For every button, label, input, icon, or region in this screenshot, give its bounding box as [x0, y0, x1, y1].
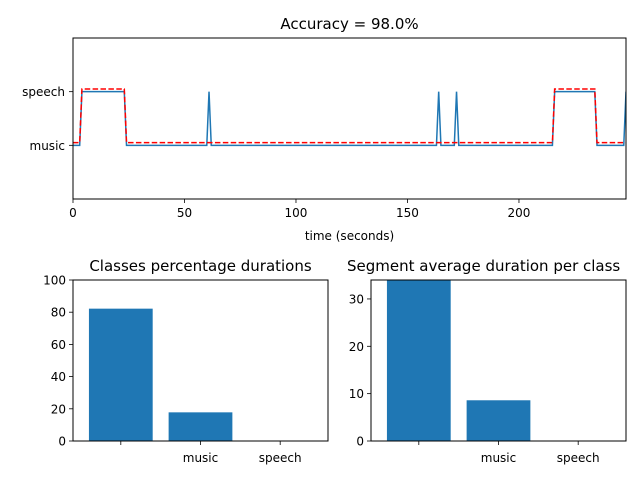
y-tick-label: 10 [349, 387, 364, 401]
percentage-plot-area [88, 308, 233, 441]
timeline-plot-area [73, 88, 626, 147]
x-tick-label: speech [557, 451, 600, 465]
predicted-label-line [73, 90, 626, 147]
y-tick-label: 20 [349, 340, 364, 354]
percentage-y-ticks: 0 20 40 60 80 100 [43, 274, 73, 449]
x-tick-label: 0 [69, 206, 77, 220]
timeline-chart-title: Accuracy = 98.0% [280, 15, 418, 33]
y-tick-label: 0 [356, 435, 364, 449]
segment-duration-x-ticks: music speech [418, 441, 600, 465]
percentage-x-ticks: music speech [120, 441, 302, 465]
x-tick-label: speech [259, 451, 302, 465]
bar [88, 308, 153, 441]
x-tick-label: 50 [177, 206, 192, 220]
timeline-chart: Accuracy = 98.0% 0 50 100 150 200 music speec… [22, 15, 627, 243]
y-tick-label: 30 [349, 292, 364, 306]
bar [168, 412, 233, 441]
y-tick-label: 20 [51, 402, 66, 416]
y-tick-label: 40 [51, 370, 66, 384]
segment-duration-y-ticks: 0 10 20 30 [349, 292, 371, 449]
segment-duration-chart-title: Segment average duration per class [347, 257, 620, 275]
x-tick-label: music [183, 451, 218, 465]
bar [466, 400, 531, 441]
x-tick-label: music [481, 451, 516, 465]
x-tick-label: 200 [508, 206, 531, 220]
y-tick-label: 80 [51, 306, 66, 320]
y-tick-label: music [30, 139, 65, 153]
percentage-chart-title: Classes percentage durations [89, 257, 312, 275]
y-tick-label: 100 [43, 274, 66, 288]
timeline-x-axis-label: time (seconds) [305, 229, 394, 243]
segment-duration-plot-area [386, 280, 531, 441]
x-tick-label: 100 [285, 206, 308, 220]
timeline-y-ticks: music speech [22, 85, 73, 153]
bar [386, 280, 451, 441]
segment-duration-chart: Segment average duration per class music… [347, 257, 627, 465]
timeline-x-ticks: 0 50 100 150 200 [69, 199, 530, 220]
y-tick-label: 60 [51, 338, 66, 352]
y-tick-label: speech [22, 85, 65, 99]
percentage-chart: Classes percentage durations music speech… [43, 257, 329, 465]
x-tick-label: 150 [396, 206, 419, 220]
y-tick-label: 0 [58, 435, 66, 449]
reference-label-line [73, 88, 626, 144]
timeline-axes-frame [72, 37, 627, 200]
